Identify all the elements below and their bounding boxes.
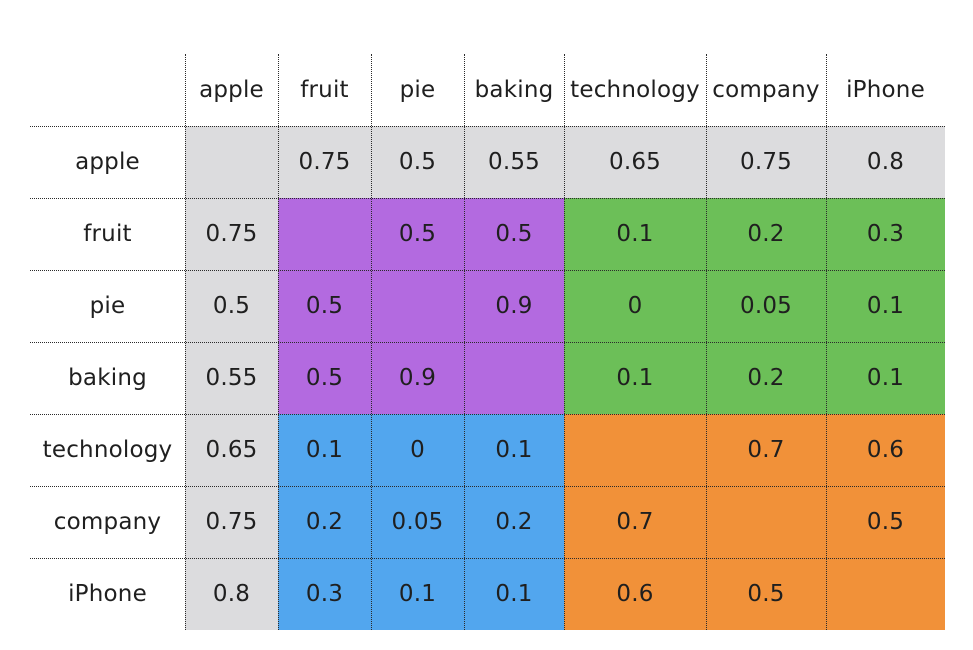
grid-horizontal-line — [30, 486, 945, 487]
matrix-cell-pie-iphone: 0.1 — [826, 270, 945, 342]
matrix-cell-company-company — [706, 486, 826, 558]
matrix-cell-iphone-iphone — [826, 558, 945, 630]
row-header-iphone: iPhone — [68, 581, 147, 607]
matrix-cell-iphone-company: 0.5 — [706, 558, 826, 630]
matrix-cell-technology-fruit: 0.1 — [278, 414, 371, 486]
column-header-baking: baking — [474, 77, 554, 103]
column-header-apple: apple — [199, 77, 264, 103]
matrix-cell-fruit-company: 0.2 — [706, 198, 826, 270]
matrix-cell-company-baking: 0.2 — [464, 486, 564, 558]
matrix-cell-technology-technology — [564, 414, 706, 486]
matrix-cell-pie-technology: 0 — [564, 270, 706, 342]
grid-horizontal-line — [30, 342, 945, 343]
grid-horizontal-line — [30, 558, 945, 559]
matrix-cell-iphone-pie: 0.1 — [371, 558, 464, 630]
matrix-cell-fruit-pie: 0.5 — [371, 198, 464, 270]
row-header-technology: technology — [42, 437, 173, 463]
matrix-cell-company-pie: 0.05 — [371, 486, 464, 558]
matrix-cell-technology-iphone: 0.6 — [826, 414, 945, 486]
matrix-cell-technology-baking: 0.1 — [464, 414, 564, 486]
matrix-cell-fruit-baking: 0.5 — [464, 198, 564, 270]
matrix-cell-apple-pie: 0.5 — [371, 126, 464, 198]
matrix-cell-company-technology: 0.7 — [564, 486, 706, 558]
column-header-technology: technology — [570, 77, 700, 103]
row-header-company: company — [53, 509, 162, 535]
column-header-iphone: iPhone — [846, 77, 925, 103]
matrix-cell-company-fruit: 0.2 — [278, 486, 371, 558]
matrix-cell-apple-company: 0.75 — [706, 126, 826, 198]
row-header-apple: apple — [75, 149, 140, 175]
matrix-cell-iphone-baking: 0.1 — [464, 558, 564, 630]
matrix-cell-baking-baking — [464, 342, 564, 414]
matrix-cell-fruit-iphone: 0.3 — [826, 198, 945, 270]
matrix-cell-baking-fruit: 0.5 — [278, 342, 371, 414]
grid-horizontal-line — [30, 414, 945, 415]
matrix-cell-technology-pie: 0 — [371, 414, 464, 486]
matrix-cell-baking-apple: 0.55 — [185, 342, 278, 414]
matrix-cell-baking-iphone: 0.1 — [826, 342, 945, 414]
matrix-cell-iphone-fruit: 0.3 — [278, 558, 371, 630]
matrix-cell-pie-pie — [371, 270, 464, 342]
matrix-cell-fruit-technology: 0.1 — [564, 198, 706, 270]
column-header-company: company — [712, 77, 820, 103]
matrix-cell-apple-baking: 0.55 — [464, 126, 564, 198]
matrix-cell-fruit-fruit — [278, 198, 371, 270]
matrix-cell-technology-company: 0.7 — [706, 414, 826, 486]
matrix-cell-pie-baking: 0.9 — [464, 270, 564, 342]
matrix-cell-fruit-apple: 0.75 — [185, 198, 278, 270]
matrix-cell-technology-apple: 0.65 — [185, 414, 278, 486]
matrix-cell-apple-fruit: 0.75 — [278, 126, 371, 198]
grid-horizontal-line — [30, 270, 945, 271]
row-header-baking: baking — [68, 365, 147, 391]
matrix-cell-company-iphone: 0.5 — [826, 486, 945, 558]
matrix-cell-apple-apple — [185, 126, 278, 198]
grid-horizontal-line — [30, 198, 945, 199]
matrix-cell-apple-technology: 0.65 — [564, 126, 706, 198]
grid-horizontal-line — [30, 126, 945, 127]
matrix-cell-baking-technology: 0.1 — [564, 342, 706, 414]
row-header-fruit: fruit — [83, 221, 132, 247]
matrix-cell-pie-fruit: 0.5 — [278, 270, 371, 342]
matrix-cell-pie-company: 0.05 — [706, 270, 826, 342]
matrix-cell-baking-company: 0.2 — [706, 342, 826, 414]
matrix-cell-iphone-apple: 0.8 — [185, 558, 278, 630]
row-header-pie: pie — [89, 293, 126, 319]
column-header-fruit: fruit — [300, 77, 349, 103]
matrix-cell-pie-apple: 0.5 — [185, 270, 278, 342]
matrix-cell-apple-iphone: 0.8 — [826, 126, 945, 198]
matrix-cell-iphone-technology: 0.6 — [564, 558, 706, 630]
column-header-pie: pie — [399, 77, 436, 103]
matrix-cell-baking-pie: 0.9 — [371, 342, 464, 414]
matrix-cell-company-apple: 0.75 — [185, 486, 278, 558]
